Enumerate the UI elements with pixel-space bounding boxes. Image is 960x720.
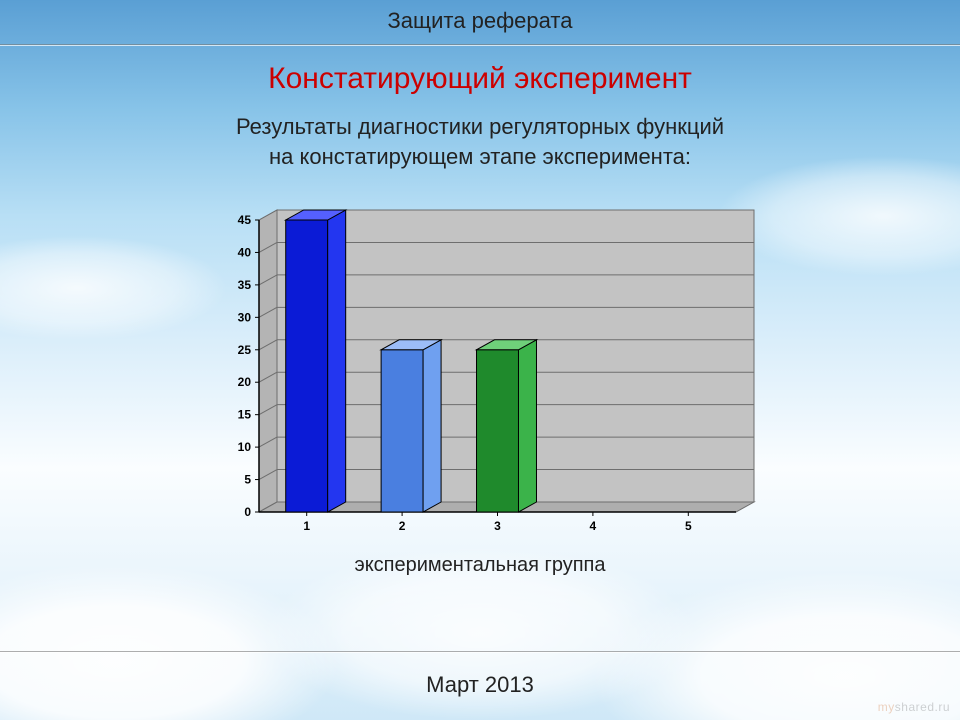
watermark-rest: shared.ru [895,700,950,714]
svg-text:30: 30 [238,310,252,324]
svg-text:35: 35 [238,278,252,292]
divider-top [0,44,960,45]
subtitle-line-2: на констатирующем этапе эксперимента: [269,144,691,169]
svg-text:5: 5 [244,473,251,487]
bar-chart-svg: 05101520253035404512345 [204,202,764,542]
watermark: myshared.ru [878,700,950,714]
svg-text:10: 10 [238,440,252,454]
svg-text:15: 15 [238,408,252,422]
watermark-brand: my [878,700,895,714]
svg-text:5: 5 [685,519,692,533]
svg-text:1: 1 [303,519,310,533]
svg-text:45: 45 [238,213,252,227]
svg-text:20: 20 [238,375,252,389]
svg-text:40: 40 [238,245,252,259]
svg-text:25: 25 [238,343,252,357]
svg-text:3: 3 [494,519,501,533]
svg-text:0: 0 [244,505,251,519]
svg-text:4: 4 [590,519,597,533]
section-title: Констатирующий эксперимент [0,62,960,96]
divider-bottom [0,651,960,652]
bar-chart: 05101520253035404512345 [204,202,764,542]
chart-caption: экспериментальная группа [0,554,960,577]
svg-text:2: 2 [399,519,406,533]
page-header-title: Защита реферата [0,8,960,34]
subtitle: Результаты диагностики регуляторных функ… [0,112,960,171]
slide: Защита реферата Констатирующий экспериме… [0,0,960,720]
footer-date: Март 2013 [0,672,960,698]
subtitle-line-1: Результаты диагностики регуляторных функ… [236,114,724,139]
